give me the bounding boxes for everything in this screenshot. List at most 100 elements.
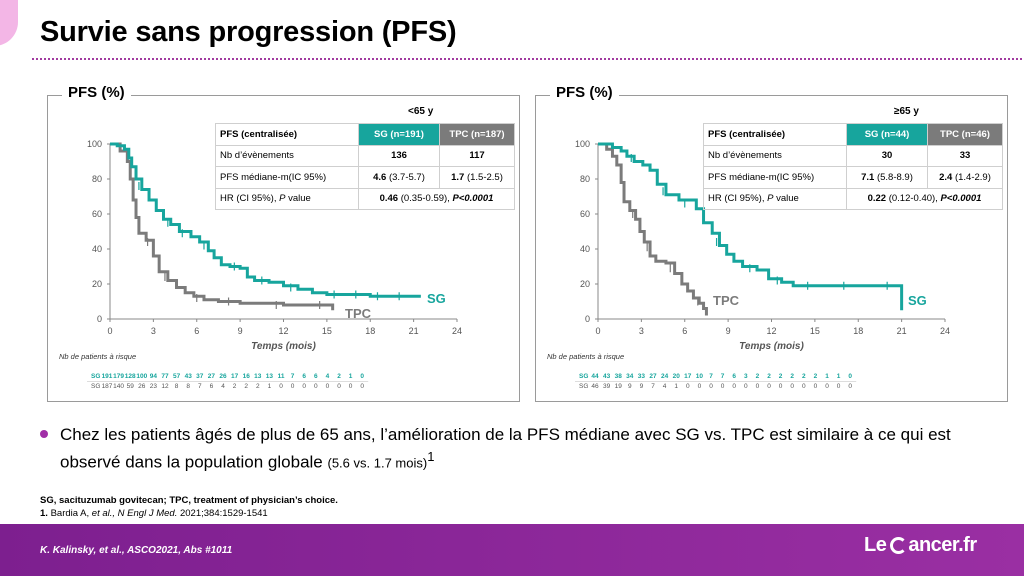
stats-hr-row: HR (CI 95%), P value 0.46 (0.35-0.59), P… <box>215 187 515 210</box>
hr-label-p: P <box>279 193 286 205</box>
x-tick-label: 15 <box>322 326 332 336</box>
sg-curve-label: SG <box>427 291 446 306</box>
risk-sg-count: 57 <box>173 373 181 380</box>
risk-tpc-count: 9 <box>640 383 644 390</box>
hr-p-value: P<0.0001 <box>940 193 982 205</box>
risk-sg-count: 26 <box>219 373 227 380</box>
risk-tpc-count: 26 <box>138 383 146 390</box>
risk-sg-count: 20 <box>673 373 681 380</box>
abbreviations: SG, sacituzumab govitecan; TPC, treatmen… <box>40 495 338 506</box>
risk-sg-count: 94 <box>150 373 158 380</box>
risk-table-title: Nb de patients à risque <box>59 352 136 361</box>
logo-ring-icon <box>890 537 908 554</box>
risk-sg-count: 2 <box>756 373 760 380</box>
risk-tpc-count: 2 <box>233 383 237 390</box>
hr-value-number: 0.46 <box>379 193 399 205</box>
risk-sg-count: 100 <box>136 373 147 380</box>
risk-sg-count: 6 <box>314 373 318 380</box>
median-tpc-ci: (1.4-2.9) <box>954 171 991 183</box>
hr-value: 0.22 (0.12-0.40), P<0.0001 <box>846 187 1003 210</box>
events-tpc: 33 <box>927 144 1003 167</box>
risk-tpc-count: 2 <box>256 383 260 390</box>
risk-tpc-count: 6 <box>210 383 214 390</box>
risk-sg-label: SG <box>579 373 588 380</box>
risk-tpc-count: 12 <box>161 383 169 390</box>
x-tick-label: 18 <box>853 326 863 336</box>
risk-sg-count: 13 <box>266 373 274 380</box>
stats-hr-row: HR (CI 95%), P value 0.22 (0.12-0.40), P… <box>703 187 1003 210</box>
risk-tpc-count: 2 <box>244 383 248 390</box>
y-tick-label: 80 <box>92 174 102 184</box>
events-label: Nb d’évènements <box>703 144 847 167</box>
site-logo: Le ancer.fr <box>864 534 977 557</box>
hr-label-text: HR (CI 95%), <box>708 193 765 205</box>
median-sg-value: 7.1 <box>861 171 875 183</box>
median-sg-ci: (3.7-5.7) <box>388 171 425 183</box>
risk-tpc-count: 39 <box>603 383 611 390</box>
footer-citation: K. Kalinsky, et al., ASCO2021, Abs #1011 <box>40 545 233 556</box>
risk-sg-count: 13 <box>254 373 262 380</box>
risk-sg-count: 24 <box>661 373 669 380</box>
risk-tpc-row-label: SG <box>91 383 100 390</box>
events-sg: 136 <box>358 144 440 167</box>
risk-sg-count: 1 <box>349 373 353 380</box>
risk-sg-count: 1 <box>837 373 841 380</box>
risk-sg-count: 7 <box>709 373 713 380</box>
risk-sg-count: 37 <box>196 373 204 380</box>
logo-text-left: Le <box>864 534 887 556</box>
risk-sg-count: 2 <box>767 373 771 380</box>
risk-sg-count: 44 <box>591 373 599 380</box>
risk-tpc-count: 0 <box>779 383 783 390</box>
risk-tpc-count: 0 <box>360 383 364 390</box>
median-tpc: 2.4 (1.4-2.9) <box>927 166 1003 189</box>
risk-sg-count: 0 <box>848 373 852 380</box>
risk-tpc-count: 19 <box>615 383 623 390</box>
x-tick-label: 18 <box>365 326 375 336</box>
hr-p-value: P<0.0001 <box>452 193 494 205</box>
risk-tpc-count: 0 <box>279 383 283 390</box>
risk-tpc-count: 0 <box>756 383 760 390</box>
x-axis-label: Temps (mois) <box>739 341 804 352</box>
stats-header-sg: SG (n=44) <box>846 123 928 146</box>
hr-label-rest: value <box>776 193 799 205</box>
risk-tpc-count: 0 <box>814 383 818 390</box>
median-tpc-value: 2.4 <box>939 171 953 183</box>
x-tick-label: 6 <box>194 326 199 336</box>
risk-sg-count: 17 <box>684 373 692 380</box>
stats-table: PFS (centralisée) SG (n=191) TPC (n=187)… <box>215 123 515 210</box>
page-title: Survie sans progression (PFS) <box>40 16 457 48</box>
risk-tpc-count: 46 <box>591 383 599 390</box>
risk-sg-count: 11 <box>278 373 285 380</box>
stats-header-label: PFS (centralisée) <box>703 123 847 146</box>
risk-tpc-count: 0 <box>686 383 690 390</box>
risk-sg-count: 27 <box>649 373 657 380</box>
risk-table-title: Nb de patients à risque <box>547 352 624 361</box>
risk-tpc-count: 0 <box>825 383 829 390</box>
hr-label-rest: value <box>288 193 311 205</box>
risk-sg-count: 4 <box>326 373 330 380</box>
risk-tpc-count: 140 <box>113 383 124 390</box>
risk-sg-count: 27 <box>208 373 216 380</box>
hr-label: HR (CI 95%), P value <box>703 187 847 210</box>
risk-sg-count: 6 <box>732 373 736 380</box>
stats-header-row: PFS (centralisée) SG (n=44) TPC (n=46) <box>703 123 1003 146</box>
bullet-text: Chez les patients âgés de plus de 65 ans… <box>60 424 990 475</box>
median-tpc-ci: (1.5-2.5) <box>466 171 503 183</box>
stats-header-row: PFS (centralisée) SG (n=191) TPC (n=187) <box>215 123 515 146</box>
risk-sg-count: 10 <box>696 373 704 380</box>
risk-sg-count: 2 <box>779 373 783 380</box>
risk-tpc-count: 0 <box>291 383 295 390</box>
reference-etal: et al., <box>91 508 116 519</box>
median-sg-ci: (5.8-8.9) <box>876 171 913 183</box>
risk-sg-count: 2 <box>814 373 818 380</box>
y-tick-label: 60 <box>580 209 590 219</box>
risk-tpc-count: 0 <box>790 383 794 390</box>
x-tick-label: 6 <box>682 326 687 336</box>
tpc-curve-label: TPC <box>345 306 372 321</box>
hr-value-ci: (0.12-0.40), <box>888 193 938 205</box>
accent-shape <box>0 0 18 46</box>
panel-title: PFS (%) <box>550 84 619 101</box>
risk-sg-count: 43 <box>603 373 611 380</box>
risk-tpc-row-label: SG <box>579 383 588 390</box>
